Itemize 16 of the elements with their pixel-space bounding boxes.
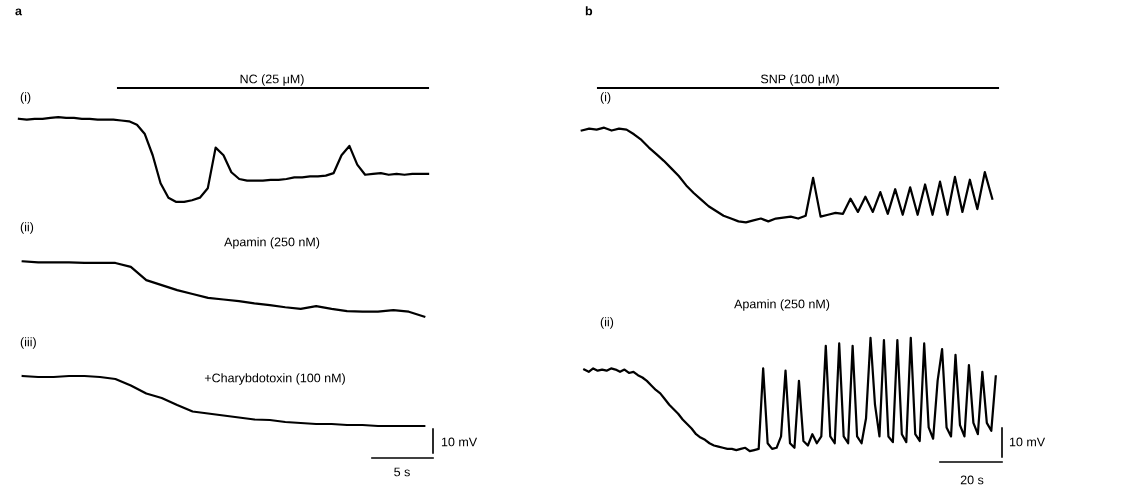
text: (i) xyxy=(20,92,31,104)
text: 10 mV xyxy=(1009,437,1046,447)
text: Apamin (250 nM) xyxy=(224,237,320,249)
text: 10 mV xyxy=(441,437,478,447)
text: (ii) xyxy=(600,317,614,329)
text: 5 s xyxy=(394,467,410,477)
text: Apamin (250 nM) xyxy=(734,299,830,311)
text: (i) xyxy=(600,92,611,104)
text: NC (25 μM) xyxy=(240,74,304,86)
text: a xyxy=(15,8,23,16)
annotation: +Charybdotoxin (100 nM) xyxy=(204,373,345,385)
text: b xyxy=(585,6,593,16)
text: SNP (100 μM) xyxy=(760,74,839,86)
text: (ii) xyxy=(20,222,34,234)
text: (iii) xyxy=(20,337,36,349)
text: 20 s xyxy=(960,475,984,485)
